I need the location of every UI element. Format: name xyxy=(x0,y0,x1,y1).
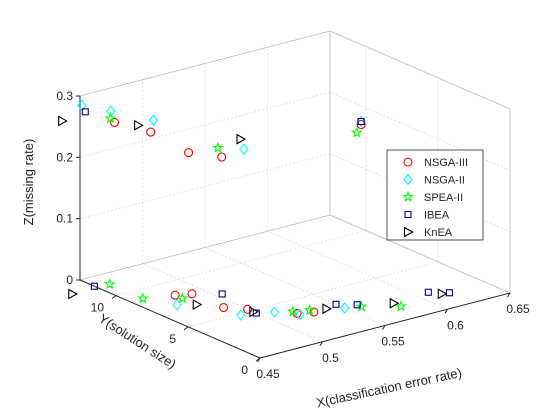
x-tick-mark xyxy=(507,292,511,298)
data-point xyxy=(172,298,182,311)
data-point xyxy=(322,303,333,315)
data-point xyxy=(170,290,180,300)
grid-line xyxy=(79,153,331,220)
data-point xyxy=(389,297,400,309)
data-point xyxy=(350,126,363,138)
data-points xyxy=(58,99,454,321)
data-point xyxy=(217,152,227,162)
data-point xyxy=(104,112,117,124)
data-point xyxy=(357,117,365,126)
legend-label: IBEA xyxy=(424,210,450,222)
data-point xyxy=(269,306,280,319)
data-point xyxy=(211,141,224,153)
z-axis-label: Z(missing rate) xyxy=(21,139,36,226)
z-tick-label: 0.2 xyxy=(56,150,73,164)
data-point xyxy=(249,306,260,318)
data-point xyxy=(218,290,226,298)
data-point xyxy=(103,278,116,290)
data-point xyxy=(332,300,340,308)
axes xyxy=(76,95,511,363)
data-point xyxy=(303,303,316,316)
grid-line xyxy=(115,230,367,296)
box-edge xyxy=(79,214,331,281)
data-point xyxy=(239,143,249,156)
data-point xyxy=(148,114,159,127)
y-tick-label: 10 xyxy=(91,301,105,315)
data-point xyxy=(68,288,78,300)
box-edge xyxy=(329,30,511,110)
data-point xyxy=(184,148,194,158)
x-tick-mark xyxy=(319,341,323,347)
x-tick-label: 0.5 xyxy=(322,351,339,365)
x-tick-label: 0.65 xyxy=(506,302,530,316)
x-tick-label: 0.45 xyxy=(256,367,280,381)
y-axis-line xyxy=(79,279,261,359)
z-tick-label: 0.3 xyxy=(56,89,73,103)
data-point xyxy=(134,119,144,131)
y-tick-mark xyxy=(183,326,189,331)
legend-label: KnEA xyxy=(424,227,453,239)
data-point xyxy=(236,133,247,145)
data-point xyxy=(192,299,203,311)
data-point xyxy=(295,308,305,321)
box-edge xyxy=(329,214,511,294)
legend-label: SPEA-II xyxy=(424,192,463,204)
data-point xyxy=(176,292,189,304)
data-point xyxy=(90,282,98,290)
grid-line xyxy=(204,247,386,326)
y-tick-mark xyxy=(255,357,261,362)
z-tick-label: 0.1 xyxy=(56,212,73,226)
data-point xyxy=(437,288,448,300)
data-point xyxy=(187,289,197,299)
data-point xyxy=(109,117,120,127)
legend-marker xyxy=(404,210,412,219)
grid-line xyxy=(267,230,448,310)
data-point xyxy=(243,304,253,314)
legend-label: NSGA-II xyxy=(424,175,465,187)
data-point xyxy=(286,305,299,317)
data-point xyxy=(424,288,432,296)
data-point xyxy=(356,120,366,130)
data-point xyxy=(445,289,454,297)
data-point xyxy=(219,303,229,313)
data-point xyxy=(252,309,260,317)
series-knea xyxy=(58,115,448,318)
x-tick-label: 0.55 xyxy=(381,335,405,349)
legend: NSGA-III NSGA-II SPEA-II IBEA KnEA xyxy=(386,149,484,241)
x-tick-mark xyxy=(382,325,386,330)
data-point xyxy=(58,115,68,127)
data-point xyxy=(236,309,246,321)
legend-marker xyxy=(402,190,414,203)
y-tick-label: 5 xyxy=(169,332,176,346)
data-point xyxy=(355,300,368,312)
z-tick-label: 0 xyxy=(66,273,73,287)
grid-line xyxy=(187,261,439,328)
legend-label: NSGA-III xyxy=(424,157,468,169)
series-spea-ii xyxy=(103,112,407,317)
data-point xyxy=(339,302,350,314)
legend-marker xyxy=(403,226,414,238)
tick-labels: 0.45 0.5 0.55 0.6 0.65 0 5 10 0 0.1 0.2 0.3 xyxy=(56,89,530,381)
legend-marker xyxy=(403,173,413,186)
x-tick-label: 0.6 xyxy=(447,318,464,332)
data-point xyxy=(137,292,149,304)
series-nsga-iii xyxy=(109,117,366,318)
data-point xyxy=(146,127,156,137)
box-edge xyxy=(79,30,331,97)
y-tick-label: 0 xyxy=(241,363,248,377)
legend-box xyxy=(386,149,484,241)
series-ibea xyxy=(81,108,454,317)
grid-line xyxy=(142,263,323,343)
data-point xyxy=(395,300,407,312)
legend-marker xyxy=(403,157,413,167)
data-point xyxy=(353,301,361,309)
y-tick-mark xyxy=(111,295,117,300)
x-tick-mark xyxy=(444,308,448,314)
data-point xyxy=(81,108,89,116)
grid-line xyxy=(79,91,331,158)
